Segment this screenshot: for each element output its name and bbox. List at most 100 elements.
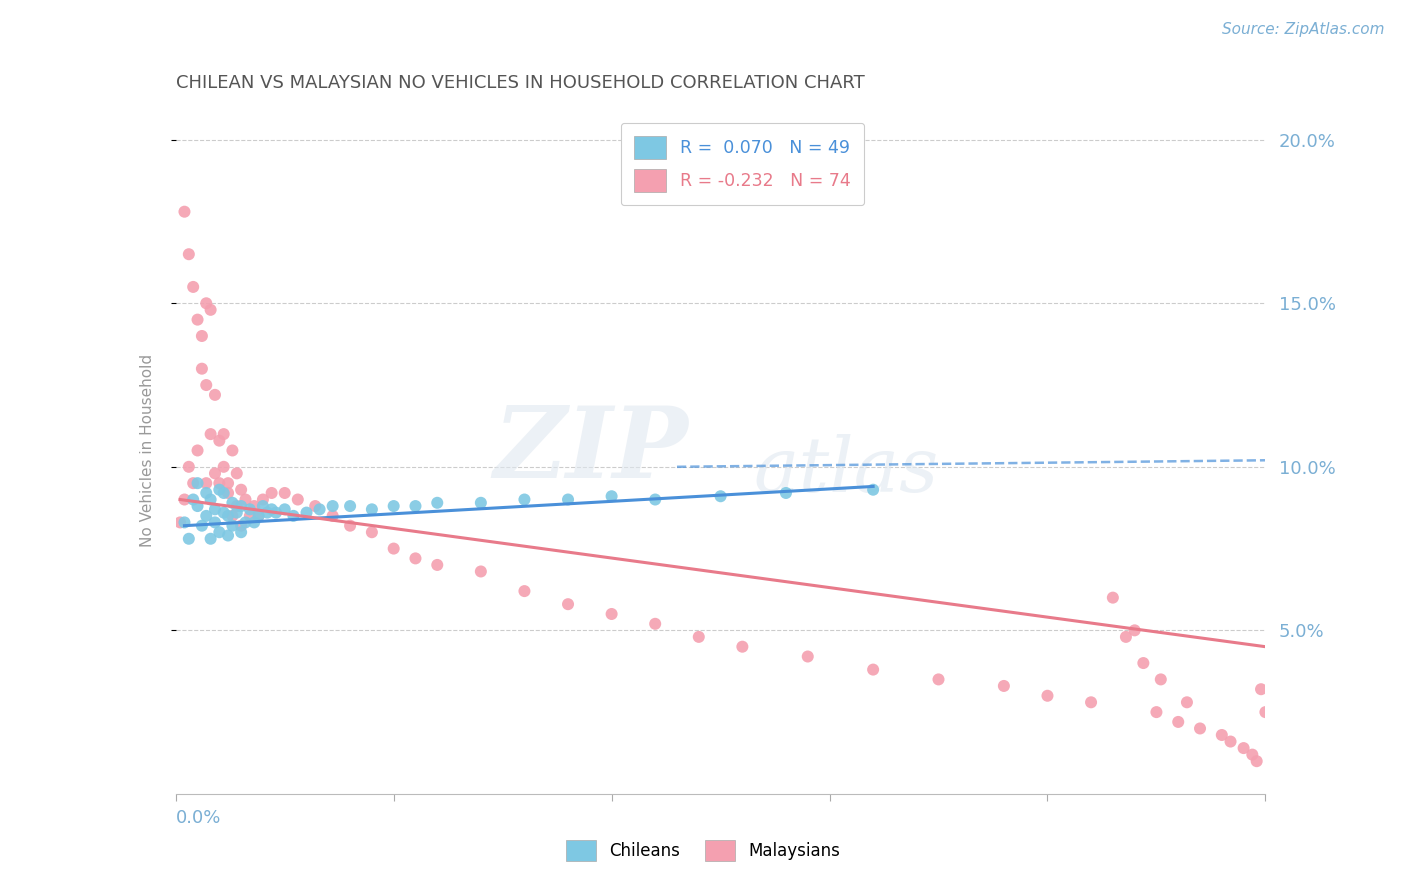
Point xyxy=(470,496,492,510)
Point xyxy=(322,499,344,513)
Point xyxy=(252,492,274,507)
Point xyxy=(1232,741,1256,756)
Point xyxy=(177,459,200,474)
Point xyxy=(186,312,209,326)
Point xyxy=(231,499,253,513)
Point xyxy=(862,663,884,677)
Point xyxy=(360,502,382,516)
Point xyxy=(177,532,200,546)
Point xyxy=(181,476,204,491)
Point xyxy=(186,499,209,513)
Point xyxy=(274,502,297,516)
Point xyxy=(260,486,283,500)
Point xyxy=(260,502,283,516)
Point xyxy=(1241,747,1264,762)
Point xyxy=(212,506,235,520)
Point xyxy=(993,679,1015,693)
Point xyxy=(208,483,231,497)
Point xyxy=(221,518,243,533)
Point xyxy=(186,476,209,491)
Text: 0.0%: 0.0% xyxy=(176,809,221,827)
Point xyxy=(928,673,950,687)
Point xyxy=(239,508,262,523)
Point xyxy=(200,302,222,317)
Point xyxy=(243,499,266,513)
Point xyxy=(1189,722,1212,736)
Point xyxy=(426,558,449,572)
Point xyxy=(173,492,195,507)
Point xyxy=(191,361,214,376)
Text: atlas: atlas xyxy=(754,434,939,508)
Point xyxy=(308,502,330,516)
Point xyxy=(283,508,305,523)
Point xyxy=(204,502,226,516)
Point xyxy=(235,492,257,507)
Point xyxy=(1102,591,1125,605)
Point xyxy=(217,476,239,491)
Text: ZIP: ZIP xyxy=(494,402,688,499)
Point xyxy=(264,506,287,520)
Point xyxy=(731,640,754,654)
Point xyxy=(600,489,623,503)
Point xyxy=(252,499,274,513)
Point xyxy=(221,443,243,458)
Point xyxy=(862,483,884,497)
Point xyxy=(1175,695,1198,709)
Point xyxy=(235,516,257,530)
Point xyxy=(217,508,239,523)
Point xyxy=(470,565,492,579)
Point xyxy=(322,508,344,523)
Point xyxy=(1080,695,1102,709)
Point xyxy=(225,467,247,481)
Point xyxy=(204,388,226,402)
Point xyxy=(200,532,222,546)
Point xyxy=(225,506,247,520)
Point xyxy=(225,499,247,513)
Point xyxy=(200,427,222,442)
Point xyxy=(1219,734,1241,748)
Point xyxy=(181,280,204,294)
Point xyxy=(195,378,218,392)
Point xyxy=(513,492,536,507)
Point xyxy=(360,525,382,540)
Point xyxy=(204,467,226,481)
Text: Source: ZipAtlas.com: Source: ZipAtlas.com xyxy=(1222,22,1385,37)
Point xyxy=(775,486,797,500)
Point xyxy=(513,584,536,599)
Point xyxy=(688,630,710,644)
Legend: R =  0.070   N = 49, R = -0.232   N = 74: R = 0.070 N = 49, R = -0.232 N = 74 xyxy=(620,122,865,205)
Point xyxy=(208,476,231,491)
Point xyxy=(195,486,218,500)
Point xyxy=(1123,624,1146,638)
Point xyxy=(169,516,191,530)
Point xyxy=(173,204,195,219)
Point xyxy=(195,476,218,491)
Point xyxy=(204,516,226,530)
Point xyxy=(426,496,449,510)
Point xyxy=(239,502,262,516)
Point xyxy=(231,525,253,540)
Point xyxy=(186,443,209,458)
Point xyxy=(287,492,309,507)
Point xyxy=(200,492,222,507)
Point xyxy=(177,247,200,261)
Point xyxy=(710,489,733,503)
Point xyxy=(295,506,318,520)
Point xyxy=(304,499,326,513)
Point xyxy=(274,486,297,500)
Point xyxy=(212,486,235,500)
Point xyxy=(382,499,405,513)
Point xyxy=(191,329,214,343)
Point xyxy=(1115,630,1137,644)
Point xyxy=(1132,656,1154,670)
Point xyxy=(557,597,579,611)
Point xyxy=(208,525,231,540)
Point xyxy=(339,518,361,533)
Point xyxy=(1254,705,1277,719)
Point xyxy=(208,434,231,448)
Point xyxy=(1250,682,1272,697)
Point xyxy=(231,483,253,497)
Point xyxy=(1144,705,1167,719)
Point xyxy=(217,528,239,542)
Point xyxy=(221,496,243,510)
